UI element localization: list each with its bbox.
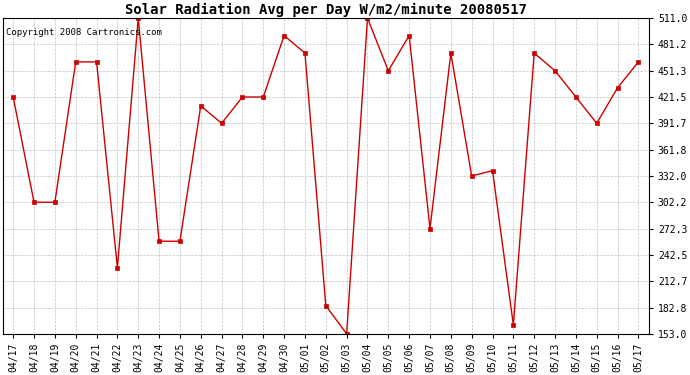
Text: Copyright 2008 Cartronics.com: Copyright 2008 Cartronics.com — [6, 28, 162, 37]
Title: Solar Radiation Avg per Day W/m2/minute 20080517: Solar Radiation Avg per Day W/m2/minute … — [125, 3, 526, 17]
